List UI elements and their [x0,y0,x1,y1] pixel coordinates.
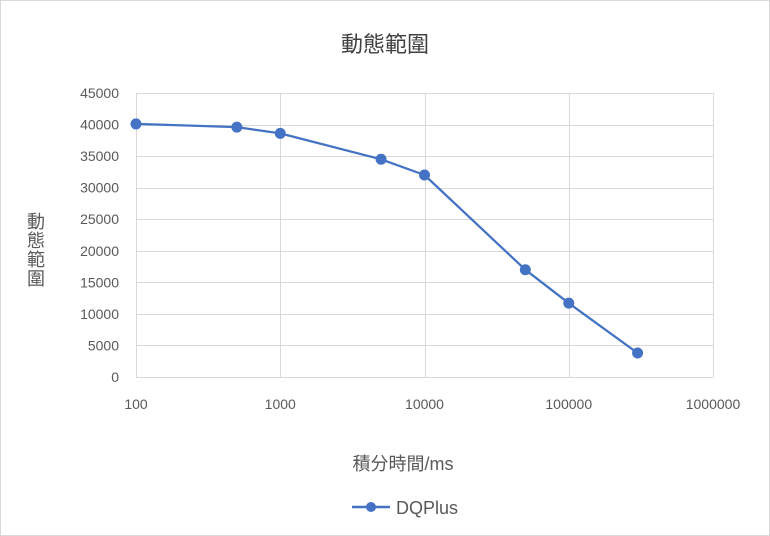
x-tick-label: 10000 [405,396,444,412]
y-tick-label: 25000 [80,211,119,227]
y-tick-label: 5000 [88,337,119,353]
y-tick-label: 0 [111,369,119,385]
y-tick-label: 15000 [80,274,119,290]
legend-marker [366,502,376,512]
y-tick-label: 45000 [80,85,119,101]
x-tick-label: 1000000 [686,396,741,412]
data-point [419,169,430,181]
y-tick-label: 20000 [80,243,119,259]
y-axis-tick-labels: 0 5000 10000 15000 20000 25000 30000 35000 40000… [80,85,119,385]
data-point [130,118,142,130]
series-line [134,122,639,355]
chart-title: 動態範圍 [341,32,429,57]
y-tick-label: 35000 [80,148,119,164]
x-tick-label: 100000 [545,396,592,412]
y-tick-label: 10000 [80,306,119,322]
series-group [130,118,644,359]
x-axis-title: 積分時間/ms [353,454,454,474]
legend-label: DQPlus [396,498,458,518]
data-point [632,347,644,359]
y-tick-label: 40000 [80,117,119,133]
x-axis-tick-labels: 100 1000 10000 100000 1000000 [124,396,740,412]
data-point [375,153,387,165]
data-point [274,127,286,139]
x-tick-label: 100 [124,396,148,412]
legend: DQPlus [352,498,458,518]
x-tick-label: 1000 [265,396,296,412]
data-point [231,121,243,133]
data-point [519,264,531,276]
data-point [563,297,575,309]
y-axis-title: 動態範圍 [25,212,45,288]
y-tick-label: 30000 [80,180,119,196]
